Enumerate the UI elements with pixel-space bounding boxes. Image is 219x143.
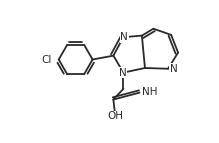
- Text: OH: OH: [107, 112, 123, 122]
- Text: Cl: Cl: [41, 54, 52, 64]
- Text: N: N: [120, 32, 128, 42]
- Text: N: N: [170, 64, 177, 74]
- Text: N: N: [119, 68, 127, 78]
- Text: NH: NH: [142, 87, 157, 97]
